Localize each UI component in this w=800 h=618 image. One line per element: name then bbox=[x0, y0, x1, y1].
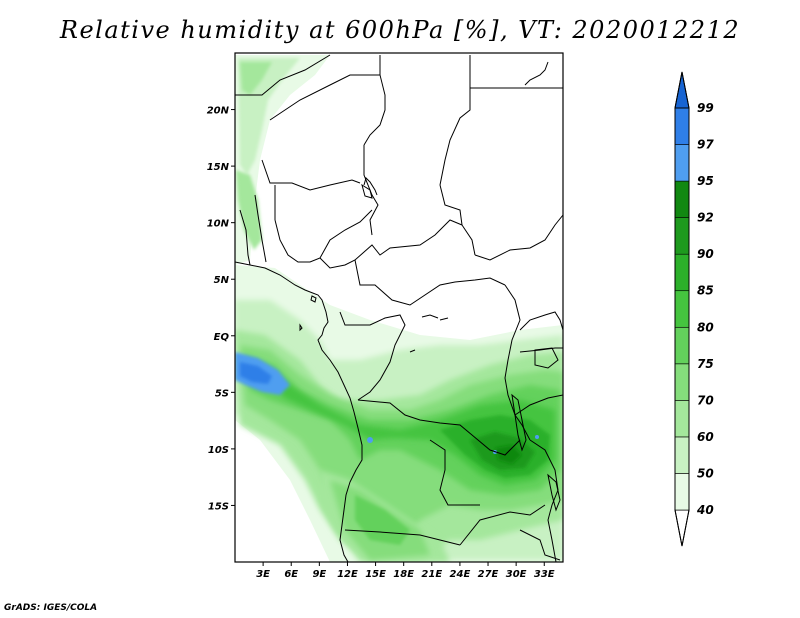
colorbar-segment bbox=[674, 363, 690, 401]
border-mozambique bbox=[519, 529, 561, 561]
lat-tick-label: EQ bbox=[214, 332, 230, 343]
country-borders bbox=[235, 54, 563, 562]
border-sahel-south bbox=[261, 159, 361, 191]
border-lake-region bbox=[519, 311, 563, 331]
border-car bbox=[354, 259, 506, 306]
lon-tick-label: 6E bbox=[284, 569, 298, 580]
colorbar-level-label: 40 bbox=[696, 503, 714, 517]
colorbar-lower-triangle bbox=[674, 509, 690, 547]
colorbar-segment bbox=[674, 144, 690, 182]
border-ghana-togo bbox=[254, 194, 267, 263]
colorbar-segment bbox=[674, 326, 690, 365]
border-zambia-south bbox=[459, 504, 546, 546]
colorbar-level-label: 90 bbox=[697, 247, 714, 261]
colorbar-segment bbox=[674, 436, 690, 474]
colorbar-level-label: 50 bbox=[697, 466, 714, 480]
rh-blue-dot-3 bbox=[535, 435, 539, 439]
nile-mark bbox=[363, 177, 378, 196]
red-sea-coast bbox=[524, 61, 549, 86]
congo-river-mark-1 bbox=[421, 314, 439, 319]
lon-tick-label: 3E bbox=[256, 569, 270, 580]
colorbar-segment bbox=[674, 473, 690, 511]
border-mauritania-mali bbox=[235, 54, 331, 96]
lon-tick-label: 21E bbox=[421, 569, 442, 580]
colorbar-level-label: 95 bbox=[697, 174, 714, 188]
border-sudan-south bbox=[474, 214, 563, 261]
colorbar-segment bbox=[674, 253, 690, 292]
lon-tick-label: 30E bbox=[506, 569, 527, 580]
lon-tick-label: 18E bbox=[393, 569, 414, 580]
rh-99-region bbox=[240, 362, 272, 384]
lat-tick-label: 20N bbox=[207, 106, 230, 117]
colorbar-segment bbox=[674, 290, 690, 328]
lake-tanganyika bbox=[511, 393, 527, 452]
lon-tick-label: 24E bbox=[450, 569, 471, 580]
lat-tick-label: 5S bbox=[215, 388, 229, 399]
border-nigeria bbox=[274, 209, 373, 263]
lake-chad bbox=[361, 183, 373, 199]
lat-tick-label: 15N bbox=[207, 162, 230, 173]
rh-95-region bbox=[495, 445, 522, 464]
colorbar-segment bbox=[674, 180, 690, 218]
lat-tick-label: 10N bbox=[207, 219, 230, 230]
rh-60-region-north bbox=[240, 62, 272, 95]
border-east-africa bbox=[529, 439, 559, 562]
border-niger-chad bbox=[363, 145, 379, 236]
lon-tick-label: 9E bbox=[312, 569, 326, 580]
colorbar: 40 50 60 70 75 80 85 90 92 95 97 99 bbox=[674, 71, 714, 547]
latitude-axis: 20N 15N 10N 5N EQ 5S 10S 15S bbox=[207, 106, 235, 512]
colorbar-segment bbox=[674, 217, 690, 255]
rh-80-region-south bbox=[355, 495, 410, 545]
humidity-field bbox=[235, 55, 563, 562]
map-frame bbox=[234, 52, 564, 563]
border-congo bbox=[339, 311, 406, 401]
colorbar-level-label: 85 bbox=[697, 284, 714, 298]
colorbar-segment bbox=[674, 400, 690, 438]
colorbar-level-label: 70 bbox=[697, 393, 714, 407]
border-angola-zambia bbox=[429, 439, 480, 506]
colorbar-level-label: 75 bbox=[697, 357, 714, 371]
congo-river-mark-2 bbox=[439, 317, 449, 321]
lat-tick-label: 15S bbox=[208, 501, 229, 512]
lat-tick-label: 10S bbox=[208, 445, 229, 456]
colorbar-outline bbox=[674, 71, 690, 547]
colorbar-level-label: 92 bbox=[697, 211, 714, 225]
chart-title: Relative humidity at 600hPa [%], VT: 202… bbox=[59, 16, 741, 44]
border-ivory-coast bbox=[239, 209, 251, 266]
lon-tick-label: 27E bbox=[478, 569, 499, 580]
lake-victoria bbox=[534, 347, 559, 369]
congo-river-mark-3 bbox=[409, 349, 416, 353]
border-cameroon bbox=[319, 219, 463, 269]
lon-tick-label: 15E bbox=[365, 569, 386, 580]
bioko-island bbox=[310, 295, 317, 303]
lake-malawi bbox=[547, 473, 561, 512]
rh-60-region-west bbox=[236, 170, 262, 250]
lon-tick-label: 12E bbox=[337, 569, 358, 580]
lat-tick-label: 5N bbox=[214, 275, 230, 286]
colorbar-segment bbox=[674, 107, 690, 145]
border-drc-south bbox=[357, 399, 521, 456]
colorbar-level-label: 99 bbox=[697, 101, 714, 115]
lon-tick-label: 33E bbox=[534, 569, 555, 580]
border-tanzania bbox=[514, 394, 563, 416]
border-algeria-libya bbox=[363, 55, 386, 146]
colorbar-upper-triangle bbox=[674, 71, 690, 109]
coastline-west-africa bbox=[235, 261, 363, 562]
border-chad-sudan bbox=[439, 184, 476, 256]
border-mali-niger bbox=[269, 74, 380, 121]
rh-blue-dot-1 bbox=[367, 437, 373, 443]
border-angola-south bbox=[344, 529, 461, 546]
colorbar-level-label: 60 bbox=[697, 430, 714, 444]
border-drc-east bbox=[504, 284, 531, 441]
sao-tome bbox=[299, 323, 303, 332]
credit-text: GrADS: IGES/COLA bbox=[4, 603, 98, 613]
longitude-axis: 3E 6E 9E 12E 15E 18E 21E 24E 27E 30E 33E bbox=[256, 562, 555, 580]
colorbar-level-label: 97 bbox=[697, 138, 714, 152]
border-libya-egypt bbox=[439, 55, 471, 186]
colorbar-level-label: 80 bbox=[697, 320, 714, 334]
